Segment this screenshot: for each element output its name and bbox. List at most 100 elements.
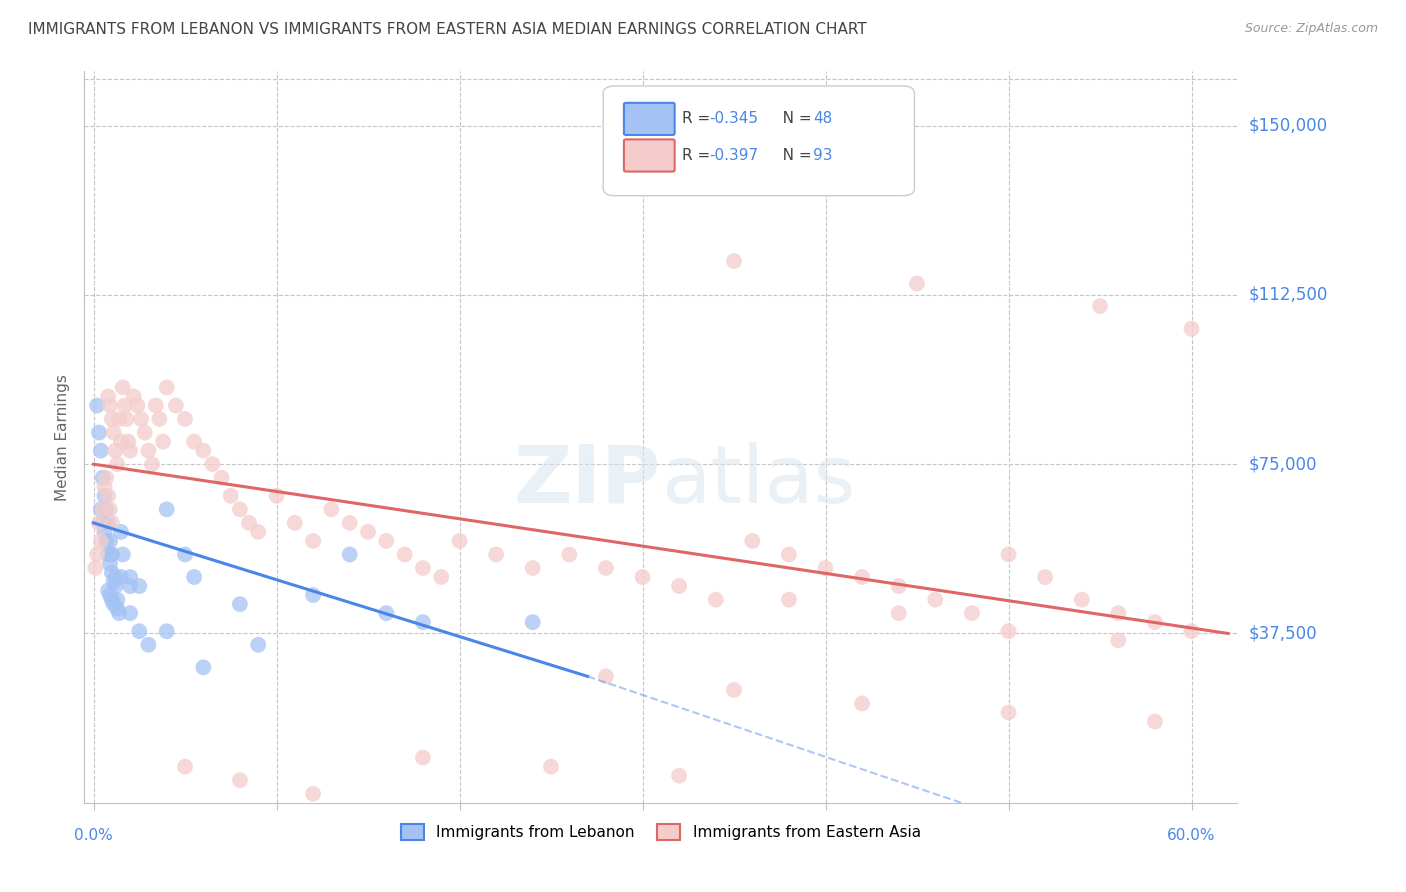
Point — [412, 615, 434, 630]
Point — [97, 548, 120, 562]
Point — [302, 787, 325, 801]
Point — [814, 561, 837, 575]
Point — [284, 516, 307, 530]
Text: 93: 93 — [813, 148, 832, 163]
Point — [103, 425, 125, 440]
Point — [165, 399, 187, 413]
Point — [148, 412, 170, 426]
Point — [1070, 592, 1092, 607]
Point — [101, 566, 124, 580]
Point — [412, 750, 434, 764]
Point — [122, 389, 145, 403]
Point — [778, 592, 800, 607]
FancyBboxPatch shape — [624, 139, 675, 171]
Point — [266, 489, 288, 503]
Text: IMMIGRANTS FROM LEBANON VS IMMIGRANTS FROM EASTERN ASIA MEDIAN EARNINGS CORRELAT: IMMIGRANTS FROM LEBANON VS IMMIGRANTS FR… — [28, 22, 868, 37]
Point — [114, 399, 136, 413]
Point — [98, 557, 121, 571]
Point — [887, 579, 910, 593]
Point — [105, 457, 128, 471]
Point — [595, 561, 617, 575]
Point — [485, 548, 508, 562]
Point — [86, 399, 108, 413]
Point — [741, 533, 763, 548]
Point — [97, 389, 120, 403]
Point — [117, 434, 139, 449]
Point — [103, 597, 125, 611]
Point — [110, 524, 132, 539]
Point — [302, 588, 325, 602]
Y-axis label: Median Earnings: Median Earnings — [55, 374, 70, 500]
Point — [111, 548, 134, 562]
Point — [87, 425, 110, 440]
Point — [141, 457, 163, 471]
Point — [229, 502, 252, 516]
Point — [86, 548, 108, 562]
Point — [104, 443, 127, 458]
Point — [1180, 322, 1202, 336]
Point — [110, 434, 132, 449]
Point — [302, 533, 325, 548]
Point — [120, 443, 142, 458]
Point — [778, 548, 800, 562]
Point — [851, 697, 873, 711]
Point — [887, 606, 910, 620]
Point — [111, 380, 134, 394]
Point — [108, 606, 131, 620]
Text: $150,000: $150,000 — [1249, 117, 1327, 135]
Point — [668, 769, 690, 783]
Text: $112,500: $112,500 — [1249, 285, 1327, 304]
Point — [723, 682, 745, 697]
Text: 60.0%: 60.0% — [1167, 828, 1216, 843]
Point — [105, 601, 128, 615]
Point — [101, 412, 124, 426]
Point — [120, 606, 142, 620]
Text: N =: N = — [768, 112, 817, 127]
Point — [98, 533, 121, 548]
Point — [1143, 615, 1166, 630]
Point — [558, 548, 581, 562]
Point — [522, 615, 544, 630]
Text: 48: 48 — [813, 112, 832, 127]
Point — [127, 399, 149, 413]
Point — [145, 399, 167, 413]
FancyBboxPatch shape — [624, 103, 675, 135]
Point — [174, 412, 197, 426]
Point — [120, 570, 142, 584]
Text: R =: R = — [682, 112, 714, 127]
Text: R =: R = — [682, 148, 714, 163]
Point — [997, 624, 1019, 639]
Point — [851, 570, 873, 584]
Legend: Immigrants from Lebanon, Immigrants from Eastern Asia: Immigrants from Lebanon, Immigrants from… — [395, 818, 927, 847]
Point — [96, 471, 118, 485]
FancyBboxPatch shape — [603, 86, 914, 195]
Point — [156, 380, 179, 394]
Point — [960, 606, 983, 620]
Point — [540, 760, 562, 774]
Point — [138, 638, 160, 652]
Point — [87, 516, 110, 530]
Point — [1107, 633, 1129, 648]
Point — [91, 516, 114, 530]
Point — [129, 412, 152, 426]
Point — [193, 660, 215, 674]
Point — [211, 471, 233, 485]
Point — [723, 254, 745, 268]
Point — [247, 524, 270, 539]
Point — [595, 669, 617, 683]
Point — [394, 548, 416, 562]
Point — [96, 533, 118, 548]
Text: $75,000: $75,000 — [1249, 455, 1317, 473]
Point — [522, 561, 544, 575]
Point — [97, 583, 120, 598]
Point — [103, 574, 125, 589]
Point — [108, 412, 131, 426]
Point — [101, 548, 124, 562]
Point — [115, 412, 138, 426]
Text: $37,500: $37,500 — [1249, 624, 1317, 642]
Point — [1143, 714, 1166, 729]
Point — [101, 548, 124, 562]
Point — [152, 434, 174, 449]
Point — [93, 480, 115, 494]
Point — [93, 524, 115, 539]
